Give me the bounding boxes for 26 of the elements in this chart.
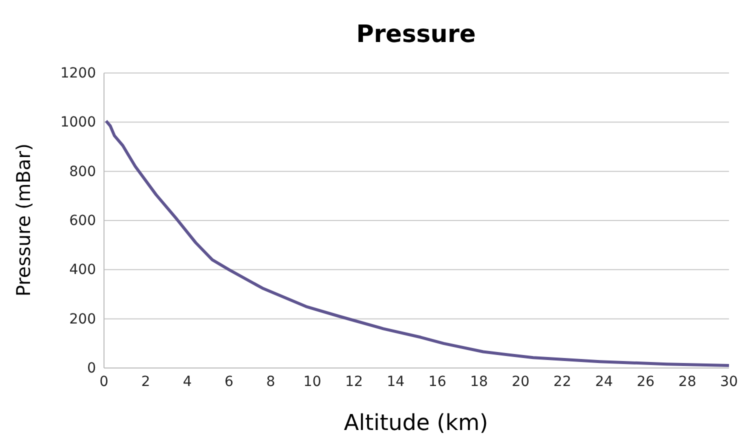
chart-title: Pressure: [356, 20, 476, 48]
x-tick-label: 14: [386, 374, 405, 390]
y-tick-label: 1200: [60, 65, 96, 82]
x-tick-label: 8: [266, 374, 276, 390]
y-tick-label: 400: [69, 262, 96, 278]
x-axis-title: Altitude (km): [344, 411, 488, 436]
y-tick-label: 800: [69, 164, 96, 180]
x-tick-label: 18: [470, 374, 488, 390]
x-tick-label: 2: [141, 374, 150, 390]
x-tick-label: 20: [512, 374, 530, 390]
x-tick-label: 10: [303, 374, 322, 390]
x-tick-label: 24: [595, 374, 613, 390]
y-tick-label: 0: [87, 360, 96, 376]
x-tick-label: 4: [182, 374, 192, 390]
x-tick-label: 22: [553, 374, 572, 390]
x-tick-label: 30: [720, 374, 738, 390]
y-tick-label: 200: [69, 311, 96, 328]
x-tick-label: 6: [224, 374, 234, 390]
x-tick-label: 16: [428, 374, 446, 390]
x-tick-label: 28: [678, 374, 696, 390]
y-tick-label: 1000: [60, 114, 96, 131]
y-tick-label: 600: [69, 212, 96, 229]
x-tick-label: 26: [636, 374, 655, 390]
x-tick-label: 12: [345, 374, 363, 390]
x-tick-label: 0: [100, 374, 108, 390]
y-axis-title: Pressure (mBar): [13, 144, 35, 296]
